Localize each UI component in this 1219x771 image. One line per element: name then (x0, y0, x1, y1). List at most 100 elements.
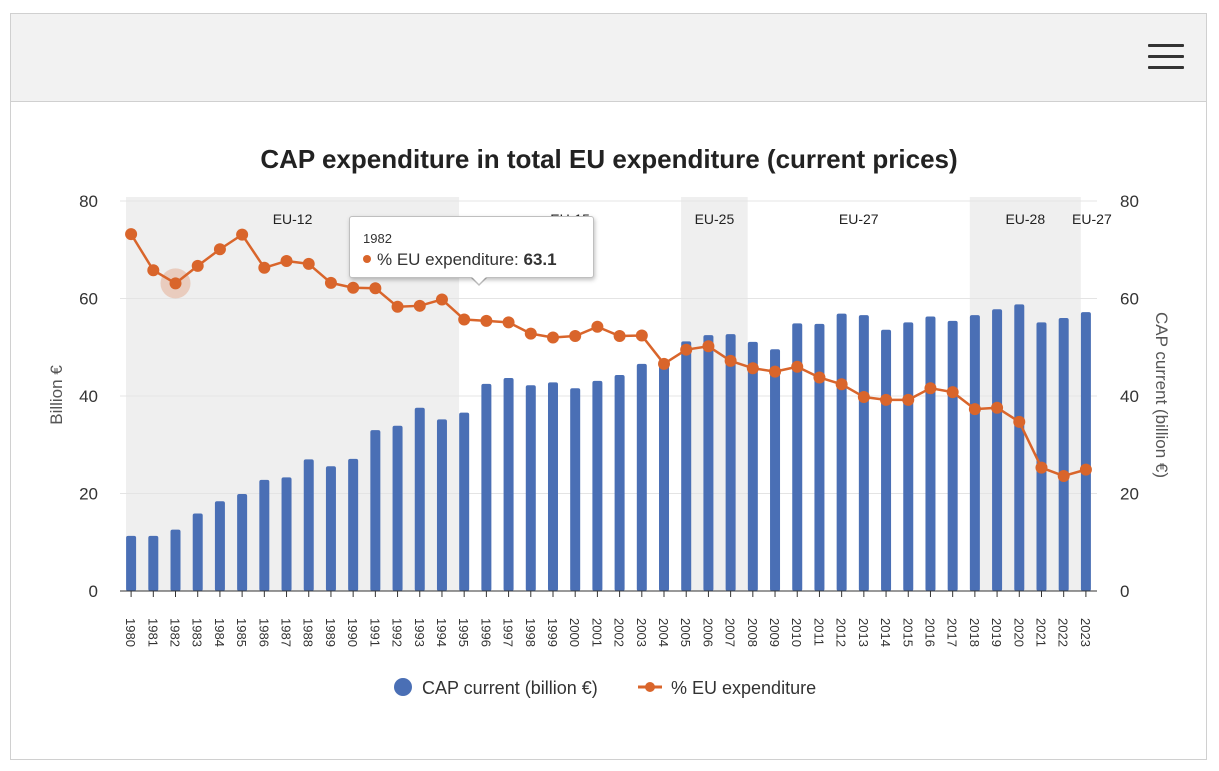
chart-title: CAP expenditure in total EU expenditure … (260, 144, 957, 174)
legend-label-bar[interactable]: CAP current (billion €) (422, 678, 598, 698)
line-point (946, 386, 959, 399)
x-tick-label: 2001 (589, 618, 604, 647)
tooltip-year: 1982 (363, 231, 392, 246)
y-axis-right: 0 20 40 60 80 (1120, 192, 1139, 601)
x-tick-label: 2015 (900, 618, 915, 647)
y-axis-left: 0 20 40 60 80 (79, 192, 98, 601)
line-point (347, 281, 360, 294)
bar (459, 412, 470, 591)
hamburger-menu-icon[interactable] (1148, 44, 1184, 70)
period-band-label: EU-27 (1072, 211, 1112, 227)
line-point (791, 360, 804, 373)
line-point (302, 257, 315, 270)
tooltip-dot (363, 255, 371, 263)
line-point (924, 382, 937, 395)
x-tick-label: 1981 (145, 618, 160, 647)
line-point (413, 299, 426, 312)
line-point (857, 390, 870, 403)
line-point (524, 327, 537, 340)
line-point (591, 320, 604, 333)
x-tick-label: 2002 (612, 618, 627, 647)
x-tick-label: 2020 (1011, 618, 1026, 647)
period-band-label: EU-27 (839, 211, 879, 227)
bar (681, 341, 692, 591)
bar (1036, 322, 1047, 591)
top-bar (11, 14, 1206, 102)
tooltip-line: % EU expenditure: 63.1 (363, 250, 557, 270)
x-tick-label: 2013 (856, 618, 871, 647)
bar (436, 419, 447, 591)
line-point (236, 228, 249, 241)
y2-tick-label: 0 (1120, 582, 1129, 601)
x-tick-label: 1983 (190, 618, 205, 647)
x-tick-label: 1987 (279, 618, 294, 647)
bar (614, 375, 625, 591)
line-point (1057, 469, 1070, 482)
period-band-label: EU-28 (1005, 211, 1045, 227)
bar (836, 313, 847, 591)
bar (792, 323, 803, 591)
bar (992, 309, 1003, 591)
bar (747, 341, 758, 591)
line-point (147, 264, 160, 277)
x-tick-label: 1980 (123, 618, 138, 647)
line-point (191, 259, 204, 272)
bar (1014, 304, 1025, 591)
bar (525, 385, 536, 591)
line-point (324, 276, 337, 289)
line-point (635, 329, 648, 342)
x-tick-label: 2000 (567, 618, 582, 647)
bar (348, 458, 359, 591)
bar (414, 407, 425, 591)
bar (503, 377, 514, 591)
line-point (1079, 463, 1092, 476)
x-tick-label: 1985 (234, 618, 249, 647)
x-tick-label: 1993 (412, 618, 427, 647)
bar (1058, 318, 1069, 591)
bar (881, 329, 892, 591)
x-tick-label: 1998 (523, 618, 538, 647)
line-point (991, 401, 1004, 414)
line-point (724, 354, 737, 367)
x-tick-label: 2021 (1033, 618, 1048, 647)
tooltip-label: % EU expenditure: (377, 250, 519, 269)
bar (303, 459, 314, 591)
x-tick-label: 2018 (967, 618, 982, 647)
bar (1080, 312, 1091, 591)
legend-label-line[interactable]: % EU expenditure (671, 678, 816, 698)
bar (636, 363, 647, 591)
line-point (835, 378, 848, 391)
bar (947, 320, 958, 591)
line-point (458, 313, 471, 326)
line-point (746, 362, 759, 375)
legend-marker-line-dot (645, 682, 655, 692)
line-point (502, 316, 515, 329)
x-tick-label: 1989 (323, 618, 338, 647)
line-point (480, 314, 493, 327)
x-tick-label: 1990 (345, 618, 360, 647)
line-point (1013, 415, 1026, 428)
bar (814, 323, 825, 591)
x-tick-label: 2012 (834, 618, 849, 647)
x-tick-label: 2006 (700, 618, 715, 647)
x-tick-label: 2016 (922, 618, 937, 647)
line-point (880, 393, 893, 406)
y-axis-label: Billion € (47, 365, 66, 425)
y-tick-label: 0 (89, 582, 98, 601)
period-band-label: EU-25 (695, 211, 735, 227)
x-tick-label: 1995 (456, 618, 471, 647)
x-tick-label: 1999 (545, 618, 560, 647)
tooltip-value: 63.1 (523, 250, 557, 269)
x-tick-label: 2004 (656, 618, 671, 647)
x-axis-ticks: 1980 1981 1982 1983 1984 1985 1986 1987 1988 1989… (123, 591, 1093, 647)
line-point (569, 330, 582, 343)
line-point (813, 371, 826, 384)
bar (392, 425, 403, 591)
line-point (613, 330, 626, 343)
x-tick-label: 2003 (634, 618, 649, 647)
line-point (680, 343, 693, 356)
y2-tick-label: 20 (1120, 485, 1139, 504)
line-point (280, 254, 293, 267)
line-point (968, 403, 981, 416)
